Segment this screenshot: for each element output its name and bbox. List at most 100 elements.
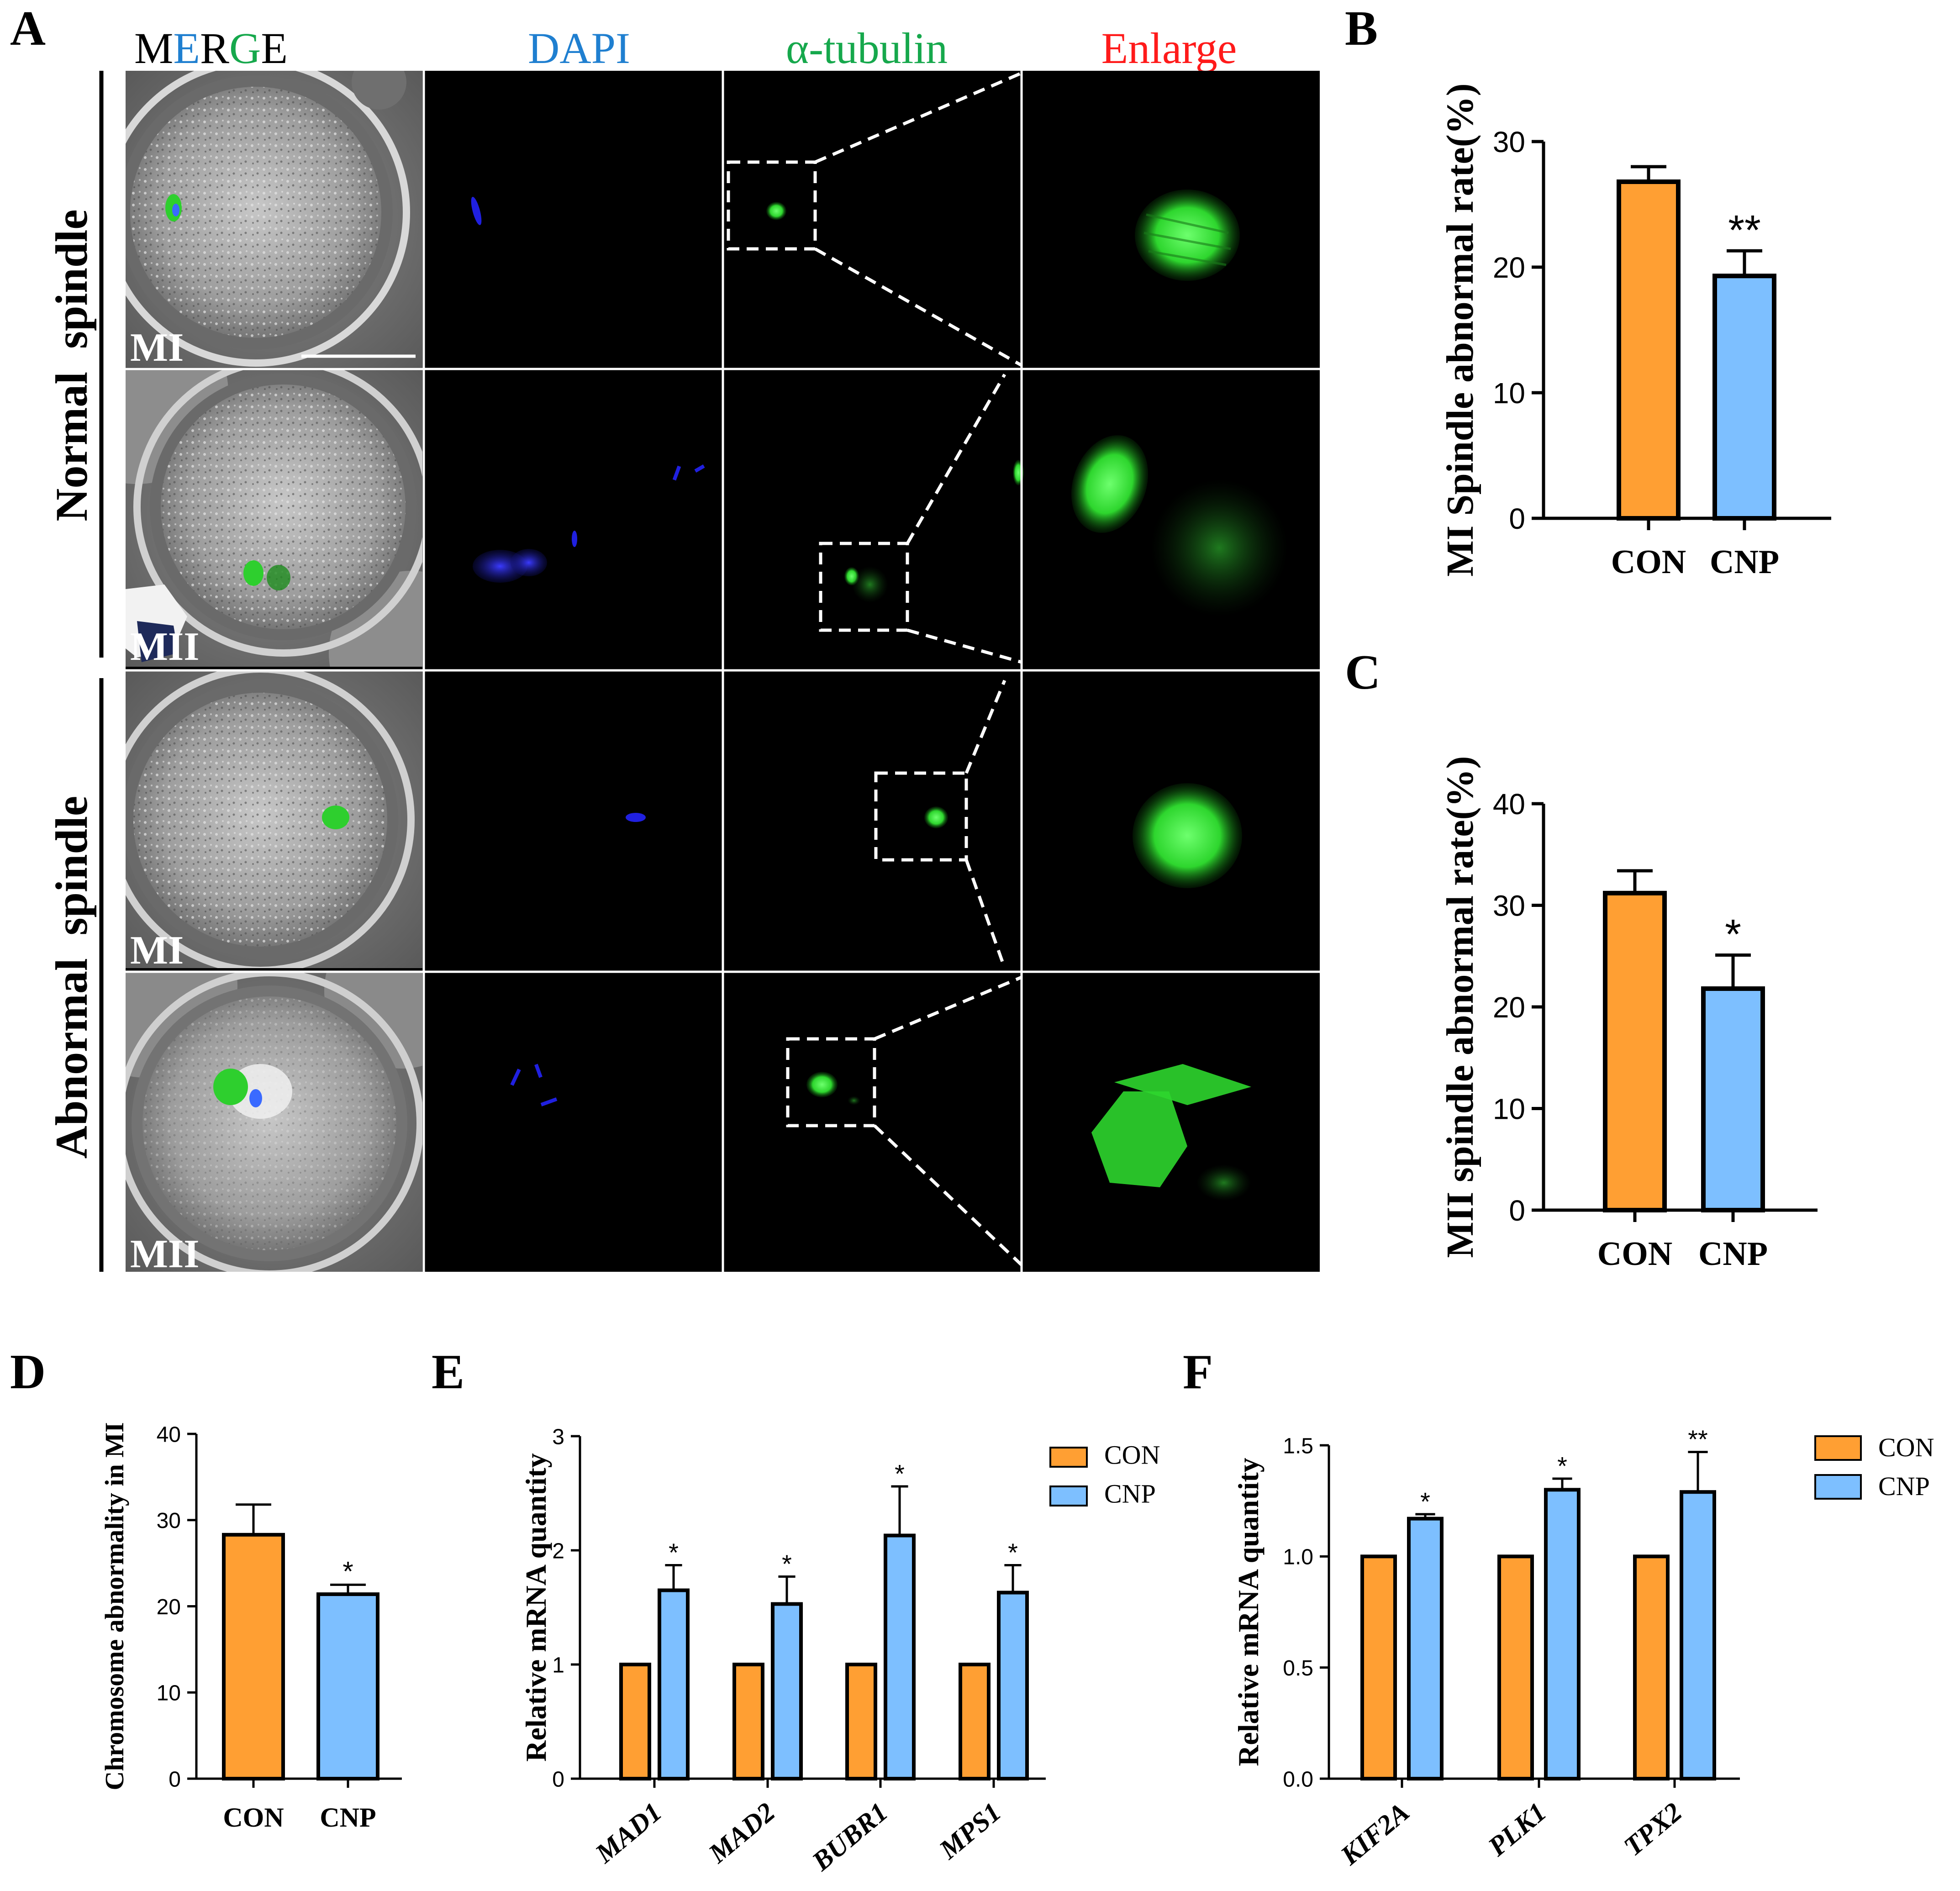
bar xyxy=(771,1602,803,1780)
y-tick-label: 0 xyxy=(169,1767,181,1791)
stage-label: MII xyxy=(130,1232,200,1276)
panel-letter: C xyxy=(1345,645,1380,700)
y-tick-label: 0.5 xyxy=(1283,1656,1313,1680)
bar xyxy=(1497,1554,1534,1780)
stage-label: MII xyxy=(130,625,200,669)
legend-label: CNP xyxy=(1878,1471,1930,1501)
panel-letter: B xyxy=(1345,1,1378,56)
bar xyxy=(316,1592,379,1780)
x-category-label: CNP xyxy=(320,1802,376,1833)
legend-swatch xyxy=(1049,1447,1088,1468)
panel-letter-a: A xyxy=(10,1,46,56)
merge-letter: E xyxy=(173,24,200,73)
x-category-label: CON xyxy=(223,1802,284,1833)
enlarge-images xyxy=(1071,190,1288,1201)
grid-lines xyxy=(126,71,1320,1272)
y-tick-label: 0 xyxy=(552,1767,564,1791)
dapi-signal xyxy=(672,465,681,481)
merge-image-mi-normal xyxy=(126,71,422,368)
legend-swatch xyxy=(1814,1435,1862,1461)
chart-panel-f: F 0.0 0.5 1.0 1.5 Relative mRNA quantity * KIF2… xyxy=(1183,1345,1934,1871)
y-tick-label: 30 xyxy=(1493,126,1525,158)
y-tick-label: 1.5 xyxy=(1283,1434,1313,1458)
y-tick-label: 2 xyxy=(552,1539,564,1563)
chart-panel-d: D 0 10 20 30 40 Chromosome abnormality in MI CO… xyxy=(10,1345,402,1833)
bar xyxy=(619,1663,651,1780)
merge-letter: G xyxy=(229,24,261,73)
x-category-label: CNP xyxy=(1710,543,1779,581)
bar xyxy=(845,1663,877,1780)
significance-mark: ** xyxy=(1688,1425,1708,1454)
x-category-label: CON xyxy=(1597,1235,1672,1273)
dapi-signal xyxy=(694,464,705,473)
dapi-signal xyxy=(471,197,482,225)
bar xyxy=(1603,890,1667,1213)
enlarged-spindle xyxy=(1133,783,1242,888)
x-category-label: KIF2A xyxy=(1334,1796,1415,1871)
zoom-box xyxy=(874,771,968,862)
panel-letter: F xyxy=(1183,1345,1213,1399)
tubulin-signal xyxy=(924,806,948,828)
row-group-abnormal: Abnormal spindle xyxy=(46,796,97,1159)
y-tick-label: 10 xyxy=(1493,1093,1525,1126)
y-tick-label: 1.0 xyxy=(1283,1545,1313,1570)
enlarged-spindle xyxy=(1114,1064,1251,1105)
significance-mark: * xyxy=(895,1459,905,1488)
significance-mark: * xyxy=(1008,1538,1018,1567)
bar xyxy=(1617,179,1681,521)
enlarged-spindle xyxy=(1071,435,1149,533)
y-tick-label: 40 xyxy=(1493,788,1525,821)
panel-letter: E xyxy=(432,1345,464,1399)
merge-letter: R xyxy=(200,24,229,73)
panel-letter: D xyxy=(10,1345,46,1399)
y-tick-label: 20 xyxy=(1493,251,1525,284)
merge-image-mi-abnormal xyxy=(126,671,422,968)
dapi-signal xyxy=(626,813,646,822)
chart-panel-c: C 0 10 20 30 40 MII spindle abnormal rate(%) CO… xyxy=(1345,645,1818,1273)
x-category-label: MAD1 xyxy=(589,1796,667,1869)
row-group-normal: Normal spindle xyxy=(46,209,97,521)
merge-image-mii-normal xyxy=(126,370,422,667)
zoom-indicators xyxy=(727,71,1023,1266)
tubulin-signal xyxy=(806,1072,838,1097)
bar xyxy=(1680,1490,1716,1780)
merge-header: MERGE xyxy=(134,24,288,73)
bar xyxy=(658,1588,690,1780)
tubulin-signal xyxy=(848,1096,860,1105)
bar xyxy=(1633,1554,1670,1780)
bar xyxy=(1407,1517,1444,1781)
legend-label: CNP xyxy=(1104,1479,1156,1509)
dapi-signal xyxy=(511,549,547,576)
significance-mark: * xyxy=(782,1549,792,1578)
legend-label: CON xyxy=(1878,1433,1934,1462)
stage-label: MI xyxy=(130,928,184,973)
legend-swatch xyxy=(1814,1474,1862,1500)
bar xyxy=(884,1533,916,1780)
significance-mark: * xyxy=(342,1556,353,1586)
stage-label: MI xyxy=(130,326,184,370)
x-category-label: BUBR1 xyxy=(806,1796,893,1877)
zoom-box xyxy=(786,1037,876,1127)
y-axis-title: Relative mRNA quantity xyxy=(1232,1458,1265,1766)
merge-image-mii-abnormal xyxy=(126,973,422,1272)
y-tick-label: 1 xyxy=(552,1653,564,1677)
y-tick-label: 20 xyxy=(157,1595,181,1619)
enlarged-spindle xyxy=(1091,1091,1187,1187)
y-tick-label: 0 xyxy=(1509,1194,1525,1227)
x-category-label: TPX2 xyxy=(1618,1796,1687,1862)
y-tick-label: 40 xyxy=(157,1422,181,1447)
significance-mark: ** xyxy=(1728,207,1761,253)
x-category-label: MAD2 xyxy=(702,1796,780,1869)
legend-label: CON xyxy=(1104,1440,1160,1470)
y-axis-title: Relative mRNA quantity xyxy=(520,1453,552,1762)
significance-mark: * xyxy=(1557,1452,1567,1480)
zoom-box xyxy=(727,160,817,251)
x-category-label: CNP xyxy=(1698,1235,1768,1273)
tubulin-header: α-tubulin xyxy=(786,24,948,73)
x-category-label: PLK1 xyxy=(1482,1796,1552,1862)
chart-panel-b: B 0 10 20 30 MI Spindle abnormal rate(%) CON **… xyxy=(1345,1,1831,581)
tubulin-images xyxy=(766,202,1024,1105)
bar xyxy=(732,1663,764,1780)
